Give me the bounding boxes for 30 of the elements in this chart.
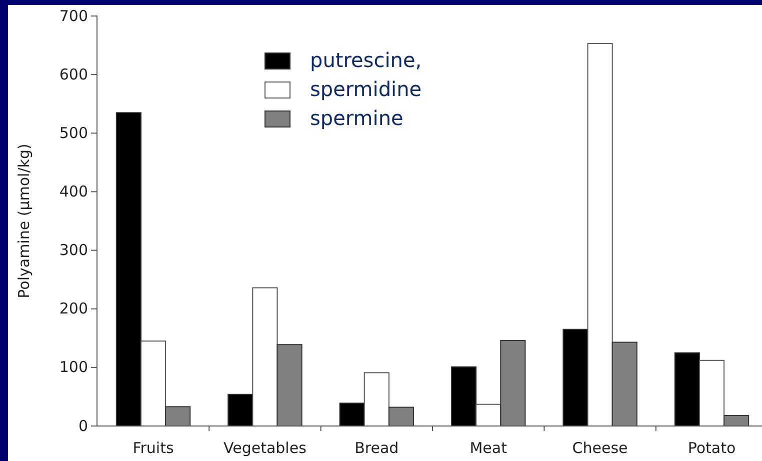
y-tick-label: 300 — [59, 241, 88, 260]
y-axis-title: Polyamine (µmol/kg) — [15, 144, 33, 298]
x-tick-label: Vegetables — [224, 439, 307, 457]
bar — [450, 366, 477, 426]
x-tick-label: Fruits — [132, 439, 174, 457]
y-tick-label: 200 — [59, 300, 88, 318]
legend-label: putrescine, — [310, 48, 422, 72]
y-tick-label: 700 — [59, 6, 88, 25]
bar — [116, 112, 142, 426]
y-tick-label: 100 — [59, 358, 88, 376]
bar — [228, 394, 254, 426]
bar — [165, 406, 191, 426]
bar — [388, 406, 414, 426]
x-tick-label: Potato — [688, 439, 736, 457]
bar — [674, 352, 700, 426]
legend-label: spermine — [310, 106, 404, 130]
x-tick-label: Bread — [354, 439, 399, 457]
bar — [562, 328, 588, 426]
legend-label: spermidine — [310, 77, 422, 101]
y-tick-label: 400 — [59, 182, 88, 201]
bar — [276, 344, 302, 426]
bar — [724, 414, 750, 426]
x-tick-label: Cheese — [572, 439, 628, 457]
y-tick-label: 600 — [59, 65, 88, 84]
bar — [612, 342, 638, 426]
y-tick-label: 500 — [59, 124, 88, 142]
y-tick-label: 0 — [78, 416, 88, 435]
x-tick-label: Meat — [470, 439, 508, 457]
bar — [500, 340, 526, 426]
bar — [339, 402, 365, 426]
